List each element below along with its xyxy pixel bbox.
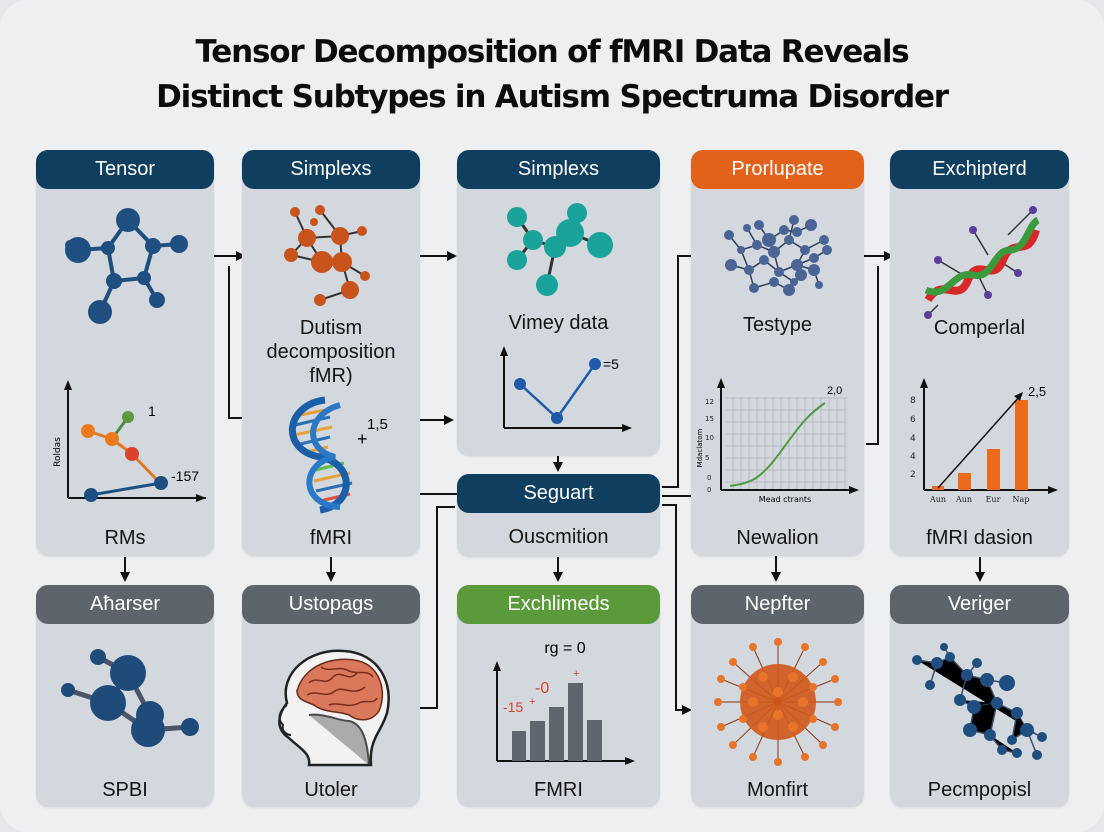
svg-text:0: 0 xyxy=(707,486,711,494)
svg-text:1,5: 1,5 xyxy=(367,416,388,433)
molecule-icon xyxy=(284,205,370,306)
card-label: fMRI xyxy=(309,527,353,549)
molecule-chain-icon xyxy=(912,643,1047,760)
card-header: Simplexs xyxy=(457,150,660,189)
svg-text:Eur: Eur xyxy=(986,495,1001,504)
molecule-icon xyxy=(61,649,199,747)
card-exchlimeds: Exchlimeds rg = 0 -15 -0 + + FMRI xyxy=(457,585,660,807)
svg-text:4: 4 xyxy=(910,452,916,462)
svg-text:4: 4 xyxy=(910,434,916,444)
card-simplexs-1: Simplexs Dutism decomposition fMR) xyxy=(242,150,420,556)
svg-text:=5: =5 xyxy=(603,356,619,372)
svg-text:2,5: 2,5 xyxy=(1028,384,1046,399)
bar-chart: 2 4 4 6 8 Aun Aun Eur Nap 2,5 xyxy=(910,378,1058,504)
card-label: Monfirt xyxy=(746,779,809,801)
svg-text:+: + xyxy=(573,668,579,680)
svg-text:Mead ctrants: Mead ctrants xyxy=(759,495,811,504)
card-label: Utoler xyxy=(304,779,358,801)
svg-text:1: 1 xyxy=(148,403,156,419)
card-aharser: Aħarser SPBI xyxy=(36,585,214,807)
svg-text:Aun: Aun xyxy=(955,495,972,504)
card-prorlupate: Prorlupate Tes xyxy=(691,150,864,556)
card-footer-label: Newalion xyxy=(736,527,819,549)
dna-helix-icon xyxy=(289,396,353,514)
molecule-icon xyxy=(65,208,188,324)
svg-text:Nap: Nap xyxy=(1013,495,1030,504)
network-icon xyxy=(724,215,832,296)
card-header: Exchipterd xyxy=(890,150,1069,189)
card-label: Vimey data xyxy=(508,312,609,334)
card-nepfter: Nepfter xyxy=(691,585,864,807)
card-label: SPBI xyxy=(102,779,148,801)
brain-head-icon xyxy=(278,649,390,767)
svg-text:10: 10 xyxy=(705,434,714,442)
svg-text:Aun: Aun xyxy=(929,495,946,504)
card-label: Testype xyxy=(743,314,812,336)
card-seguart: Seguart Ouscmition xyxy=(457,474,660,557)
card-footer-label: fMRI dasion xyxy=(926,527,1033,549)
svg-text:Roldas: Roldas xyxy=(53,437,63,467)
svg-text:Mdaclatom: Mdaclatom xyxy=(696,428,704,467)
card-header: Veriger xyxy=(890,585,1069,624)
svg-text:6: 6 xyxy=(910,415,916,425)
svg-text:-0: -0 xyxy=(535,680,549,697)
card-header: Aħarser xyxy=(36,585,214,624)
card-header: Nepfter xyxy=(691,585,864,624)
card-simplexs-2: Simplexs Vimey data =5 xyxy=(457,150,660,456)
svg-text:5: 5 xyxy=(705,454,709,462)
protein-helix-icon xyxy=(924,206,1041,319)
diagram-title: Tensor Decomposition of fMRI Data Reveal… xyxy=(0,30,1104,120)
nanoparticle-cluster-icon xyxy=(714,638,842,766)
line-chart: Roldas 1 -157 xyxy=(53,380,206,502)
line-chart: =5 xyxy=(500,346,632,432)
card-header: Prorlupate xyxy=(691,150,864,189)
card-label: RMs xyxy=(104,527,146,549)
dna-annotation: + 1,5 xyxy=(357,416,388,449)
molecule-icon xyxy=(507,203,613,296)
svg-text:-157: -157 xyxy=(171,468,199,484)
svg-text:8: 8 xyxy=(910,396,916,406)
card-header: Seguart xyxy=(457,474,660,513)
svg-text:+: + xyxy=(529,696,535,708)
card-header: Exchlimeds xyxy=(457,585,660,624)
svg-text:2: 2 xyxy=(910,470,916,480)
card-header: Tensor xyxy=(36,150,214,189)
svg-text:+: + xyxy=(357,429,368,449)
card-exchipterd: Exchipterd Comperlal xyxy=(890,150,1069,556)
card-label-multiline: Dutism decomposition fMR) xyxy=(266,317,396,387)
card-label: Pecmpopisl xyxy=(927,779,1032,801)
svg-text:-15: -15 xyxy=(503,699,523,715)
card-veriger: Veriger Pecmpopisl xyxy=(890,585,1069,807)
card-header: Ustopags xyxy=(242,585,420,624)
card-label: FMRI xyxy=(534,779,583,801)
grid-line-chart: 0 0 5 10 15 12 Mdaclatom Mead ctrants 2,… xyxy=(696,378,859,504)
card-header: Simplexs xyxy=(242,150,420,189)
title-line-1: Tensor Decomposition of fMRI Data Reveal… xyxy=(195,34,909,70)
svg-text:12: 12 xyxy=(705,398,714,406)
svg-text:rg = 0: rg = 0 xyxy=(544,640,585,657)
bar-chart: rg = 0 -15 -0 + + xyxy=(493,640,635,765)
svg-text:15: 15 xyxy=(705,415,714,423)
card-label: Ouscmition xyxy=(508,526,609,548)
title-line-2: Distinct Subtypes in Autism Spectruma Di… xyxy=(156,79,949,115)
card-ustopags: Ustopags Utoler xyxy=(242,585,420,807)
svg-text:0: 0 xyxy=(707,474,711,482)
card-label: Comperlal xyxy=(933,317,1026,339)
card-tensor: Tensor Roldas xyxy=(36,150,214,556)
svg-text:2,0: 2,0 xyxy=(827,385,842,397)
